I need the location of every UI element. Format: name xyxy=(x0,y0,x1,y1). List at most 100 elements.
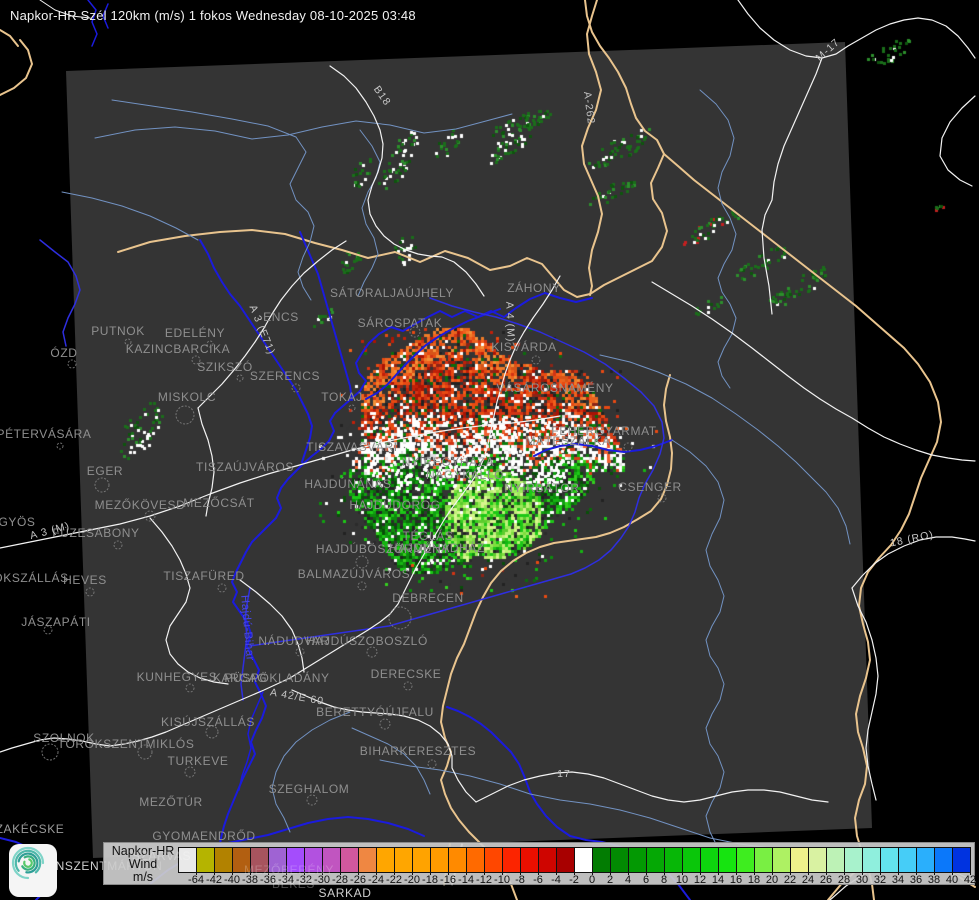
swirl-icon xyxy=(11,846,45,880)
colorbar-tick xyxy=(574,871,575,875)
colorbar-value: -42 xyxy=(206,874,222,886)
city-label: BALMAZÚJVÁROS xyxy=(297,567,411,581)
colorbar-tick xyxy=(340,871,341,875)
colorbar-box xyxy=(611,847,629,873)
colorbar-tick xyxy=(790,871,791,875)
city-label: EGER xyxy=(86,464,124,478)
colorbar-tick xyxy=(412,871,413,875)
colorbar-value: 6 xyxy=(642,874,650,886)
city-label: HAJDÚSZOBOSZLÓ xyxy=(306,634,428,648)
colorbar-tick xyxy=(898,871,899,875)
city-label: DEBRECEN xyxy=(392,591,464,605)
colorbar-box xyxy=(953,847,971,873)
city-label: MÁTÉSZALKA xyxy=(525,434,611,448)
colorbar-value: -36 xyxy=(260,874,276,886)
city-label: SZEGHALOM xyxy=(268,782,350,796)
colorbar-tick xyxy=(646,871,647,875)
colorbar-box xyxy=(845,847,863,873)
colorbar-box xyxy=(899,847,917,873)
colorbar-tick xyxy=(862,871,863,875)
city-label: ZAKÉCSKE xyxy=(0,822,65,836)
city-label: SZERENCS xyxy=(249,369,321,383)
city-label: NÁDUDVAR xyxy=(258,634,330,648)
colorbar-value: -26 xyxy=(350,874,366,886)
legend-title-block: Napkor-HR Wind m/s xyxy=(108,845,178,884)
colorbar-tick xyxy=(916,871,917,875)
colorbar-tick xyxy=(214,871,215,875)
colorbar-tick xyxy=(880,871,881,875)
colorbar-value: -32 xyxy=(296,874,312,886)
city-label: MEZŐKÖVESD xyxy=(94,498,186,512)
colorbar-value: -14 xyxy=(458,874,474,886)
colorbar-value: -24 xyxy=(368,874,384,886)
colorbar-value: -8 xyxy=(515,874,525,886)
colorbar-box xyxy=(809,847,827,873)
colorbar-value: -20 xyxy=(404,874,420,886)
colorbar-tick xyxy=(250,871,251,875)
city-label: TÖRÖKSZENTMIKLÓS xyxy=(57,737,195,751)
colorbar-value: 22 xyxy=(783,874,797,886)
colorbar-value: 30 xyxy=(855,874,869,886)
colorbar-tick xyxy=(448,871,449,875)
colorbar-value: -2 xyxy=(569,874,579,886)
city-label: TÉGLÁS xyxy=(402,529,454,543)
city-label: TISZAVASVÁRI xyxy=(306,440,398,454)
colorbar-value: 36 xyxy=(909,874,923,886)
colorbar-tick xyxy=(502,871,503,875)
colorbar-tick xyxy=(736,871,737,875)
city-label: SZOLNOK xyxy=(33,731,95,745)
colorbar-box xyxy=(773,847,791,873)
city-label: TURKEVE xyxy=(167,754,229,768)
city-label: VÁSÁROSNAMÉNY xyxy=(496,381,614,395)
map-label-under-panel: BÉKÉS xyxy=(272,877,316,891)
colorbar-box xyxy=(647,847,665,873)
colorbar-value: 28 xyxy=(837,874,851,886)
city-label: MEZŐCSÁT xyxy=(183,496,255,510)
city-label: PÉTERVÁSÁRA xyxy=(0,427,92,441)
colorbar-tick xyxy=(286,871,287,875)
colorbar-box xyxy=(215,847,233,873)
colorbar xyxy=(178,847,971,873)
city-label: OKSZÁLLÁS xyxy=(0,571,69,585)
city-label: HEVES xyxy=(63,573,107,587)
colorbar-value: 40 xyxy=(945,874,959,886)
colorbar-box xyxy=(341,847,359,873)
colorbar-value: 18 xyxy=(747,874,761,886)
city-label: CSENGER xyxy=(618,480,682,494)
colorbar-value: 20 xyxy=(765,874,779,886)
colorbar-value: 42 xyxy=(963,874,977,886)
colorbar-box xyxy=(827,847,845,873)
city-label: KISÚJSZÁLLÁS xyxy=(161,715,255,729)
colorbar-value: -34 xyxy=(278,874,294,886)
colorbar-box xyxy=(863,847,881,873)
colorbar-box xyxy=(449,847,467,873)
colorbar-tick xyxy=(466,871,467,875)
city-label: KAZINCBARCIKA xyxy=(125,342,231,356)
colorbar-box xyxy=(178,847,197,873)
colorbar-box xyxy=(521,847,539,873)
city-label: KARCAG xyxy=(212,671,268,685)
rainviewer-logo[interactable] xyxy=(9,844,57,897)
colorbar-value: -12 xyxy=(476,874,492,886)
map-label-under-panel: MEZŐBERÉNY xyxy=(244,863,335,877)
colorbar-box xyxy=(539,847,557,873)
colorbar-box xyxy=(701,847,719,873)
colorbar-box xyxy=(917,847,935,873)
colorbar-value: 34 xyxy=(891,874,905,886)
colorbar-box xyxy=(323,847,341,873)
colorbar-tick xyxy=(394,871,395,875)
colorbar-box xyxy=(755,847,773,873)
colorbar-tick xyxy=(628,871,629,875)
city-label: SARKAD xyxy=(318,886,372,900)
city-label: FÜZESABONY xyxy=(52,526,140,540)
colorbar-tick xyxy=(520,871,521,875)
road-label: A 4 (M) xyxy=(503,301,517,343)
city-label: HAJDÚHADHÁZ xyxy=(389,541,485,555)
colorbar-box xyxy=(683,847,701,873)
colorbar-value: -10 xyxy=(494,874,510,886)
city-label: SZIKSZÓ xyxy=(197,360,253,374)
city-label: HAJDÚDOROG xyxy=(349,498,441,512)
colorbar-tick xyxy=(538,871,539,875)
colorbar-box xyxy=(665,847,683,873)
colorbar-tick xyxy=(718,871,719,875)
